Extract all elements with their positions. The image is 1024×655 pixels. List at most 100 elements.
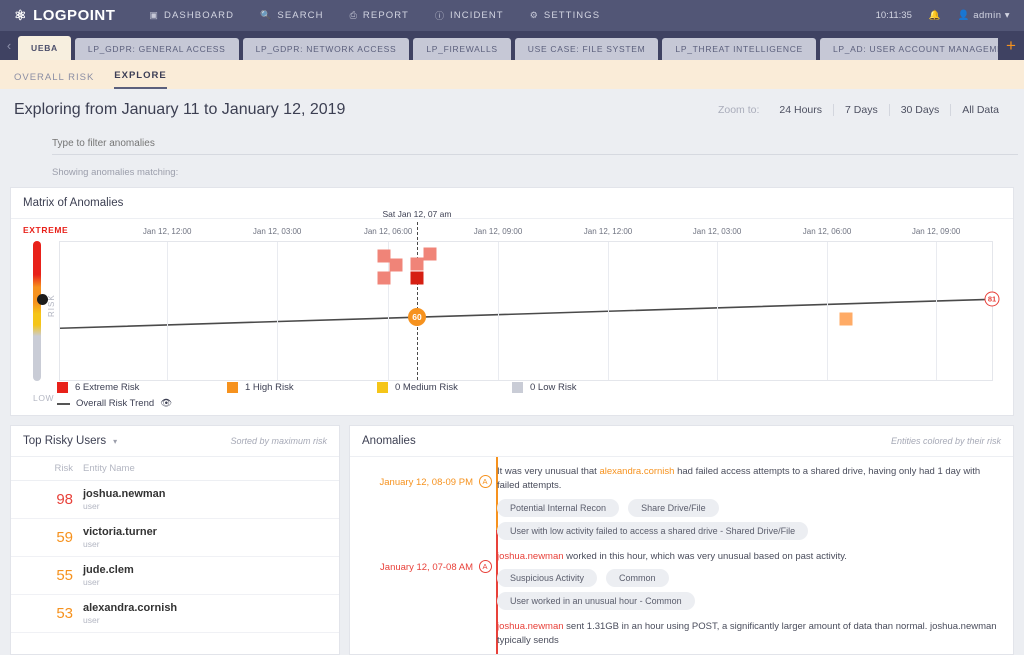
legend-medium-risk[interactable]: 0 Medium Risk xyxy=(377,382,512,393)
legend-swatch-extreme-icon xyxy=(57,382,68,393)
legend-label: 6 Extreme Risk xyxy=(75,382,140,393)
tab-lp-threat-intelligence[interactable]: LP_THREAT INTELLIGENCE xyxy=(662,38,816,60)
zoom-30-days[interactable]: 30 Days xyxy=(888,104,951,116)
table-row[interactable]: 98 joshua.newman user xyxy=(11,481,339,519)
table-row[interactable]: 53 alexandra.cornish user xyxy=(11,595,339,633)
anomaly-point-extreme[interactable] xyxy=(423,247,437,261)
overall-risk-trend-line xyxy=(60,242,992,380)
list-item[interactable]: January 12, 08-09 PM A It was very unusu… xyxy=(350,461,1013,546)
x-axis-tick-label: Jan 12, 09:00 xyxy=(911,227,961,236)
chart-gridline xyxy=(277,242,279,380)
user-risk-score: 98 xyxy=(56,491,73,508)
user-entity-name: jude.clem xyxy=(83,564,134,576)
anomaly-chip[interactable]: Share Drive/File xyxy=(628,498,719,517)
nav-item-report[interactable]: ⎙ REPORT xyxy=(350,10,409,21)
subtab-overall-risk[interactable]: OVERALL RISK xyxy=(14,72,95,83)
matrix-title: Matrix of Anomalies xyxy=(23,197,124,209)
chart-plot-area[interactable]: Jan 12, 12:00 Jan 12, 03:00 Jan 12, 06:00 J… xyxy=(59,209,1000,381)
users-table-header: Risk Entity Name xyxy=(11,457,339,481)
anomaly-chip[interactable]: Suspicious Activity xyxy=(497,568,598,587)
anomaly-point-high[interactable] xyxy=(839,312,853,326)
nav-item-settings[interactable]: ⚙ SETTINGS xyxy=(530,10,600,21)
subtab-explore[interactable]: EXPLORE xyxy=(114,70,167,89)
list-item[interactable]: joshua.newman sent 1.31GB in an hour usi… xyxy=(350,616,1013,655)
anomaly-description: joshua.newman worked in this hour, which… xyxy=(497,550,999,564)
zoom-all-data[interactable]: All Data xyxy=(950,104,1010,116)
matrix-card-header: Matrix of Anomalies xyxy=(11,188,1013,219)
zoom-7-days[interactable]: 7 Days xyxy=(833,104,889,116)
tab-use-case-file-system[interactable]: USE CASE: FILE SYSTEM xyxy=(514,38,659,60)
brand-name: LOGPOINT xyxy=(33,7,116,24)
user-entity-name: victoria.turner xyxy=(83,526,157,538)
x-axis-tick-label: Jan 12, 03:00 xyxy=(692,227,742,236)
sub-tab-bar: OVERALL RISK EXPLORE xyxy=(0,60,1024,89)
risk-axis-marker[interactable] xyxy=(37,294,48,305)
user-risk-score: 59 xyxy=(56,529,73,546)
legend-overall-risk-trend[interactable]: Overall Risk Trend 👁 xyxy=(57,398,1003,409)
anomaly-point-extreme[interactable] xyxy=(410,271,424,285)
anomaly-filter-input[interactable] xyxy=(52,138,1018,155)
anomaly-point-extreme[interactable] xyxy=(389,258,403,272)
end-risk-badge[interactable]: 81 xyxy=(984,291,1000,307)
anomaly-text-after: worked in this hour, which was very unus… xyxy=(563,550,847,562)
user-entity-type: user xyxy=(83,615,100,625)
bell-icon[interactable]: 🔔 xyxy=(928,10,941,21)
gear-icon: ⚙ xyxy=(529,10,539,20)
axis-label-extreme: EXTREME xyxy=(23,225,69,235)
anomaly-chip[interactable]: User worked in an unusual hour - Common xyxy=(497,591,695,610)
nav-label: DASHBOARD xyxy=(164,10,235,21)
chart-gridline xyxy=(498,242,500,380)
anomaly-chip[interactable]: Potential Internal Recon xyxy=(497,498,620,517)
top-risky-users-title[interactable]: Top Risky Users ▾ xyxy=(23,435,117,447)
anomaly-entity[interactable]: joshua.newman xyxy=(497,550,564,562)
add-tab-button[interactable]: + xyxy=(998,31,1024,60)
anomaly-point-extreme[interactable] xyxy=(410,257,424,271)
risk-gradient-axis xyxy=(33,241,41,381)
tab-lp-ad-user-account-management[interactable]: LP_AD: USER ACCOUNT MANAGEMENT xyxy=(819,38,998,60)
zoom-to-control: Zoom to: 24 Hours 7 Days 30 Days All Dat… xyxy=(718,104,1010,116)
tab-lp-firewalls[interactable]: LP_FIREWALLS xyxy=(413,38,511,60)
anomaly-chip[interactable]: User with low activity failed to access … xyxy=(497,521,809,540)
user-menu[interactable]: 👤 admin ▾ xyxy=(958,10,1010,21)
avatar-icon: 👤 xyxy=(957,10,971,21)
tab-ueba[interactable]: UEBA xyxy=(18,36,71,60)
eye-icon[interactable]: 👁 xyxy=(160,398,173,409)
anomaly-badge-icon: A xyxy=(478,559,492,573)
incident-icon: ⓘ xyxy=(434,11,446,21)
chevron-down-icon[interactable]: ▾ xyxy=(113,436,118,446)
x-axis-tick-label: Jan 12, 06:00 xyxy=(802,227,852,236)
anomaly-entity[interactable]: joshua.newman xyxy=(497,620,564,632)
legend-low-risk[interactable]: 0 Low Risk xyxy=(512,382,576,393)
legend-extreme-risk[interactable]: 6 Extreme Risk xyxy=(57,382,227,393)
column-header-entity-name: Entity Name xyxy=(83,463,135,474)
table-row[interactable]: 55 jude.clem user xyxy=(11,557,339,595)
search-icon: 🔍 xyxy=(260,10,273,20)
brand-logo[interactable]: ⚛ LOGPOINT xyxy=(14,7,115,24)
tab-lp-gdpr-general-access[interactable]: LP_GDPR: GENERAL ACCESS xyxy=(74,38,239,60)
anomaly-description: joshua.newman sent 1.31GB in an hour usi… xyxy=(497,620,999,649)
current-risk-badge[interactable]: 60 xyxy=(407,308,426,327)
table-row[interactable]: 59 victoria.turner user xyxy=(11,519,339,557)
legend-high-risk[interactable]: 1 High Risk xyxy=(227,382,377,393)
legend-swatch-high-icon xyxy=(227,382,238,393)
anomaly-entity[interactable]: alexandra.cornish xyxy=(599,466,675,477)
anomalies-panel: Anomalies Entities colored by their risk… xyxy=(349,425,1014,655)
top-navigation-bar: ⚛ LOGPOINT ▣ DASHBOARD 🔍 SEARCH ⎙ REPORT… xyxy=(0,0,1024,31)
anomaly-point-extreme[interactable] xyxy=(377,271,391,285)
cursor-line[interactable] xyxy=(416,222,418,380)
tab-lp-gdpr-network-access[interactable]: LP_GDPR: NETWORK ACCESS xyxy=(242,38,410,60)
cursor-time-label: Sat Jan 12, 07 am xyxy=(382,209,452,219)
showing-anomalies-matching-label: Showing anomalies matching: xyxy=(52,167,179,178)
anomaly-point-extreme[interactable] xyxy=(377,249,391,263)
nav-item-search[interactable]: 🔍 SEARCH xyxy=(260,10,324,21)
user-risk-score: 53 xyxy=(56,605,73,622)
zoom-24-hours[interactable]: 24 Hours xyxy=(779,104,823,116)
tabs-scroll-left-icon[interactable]: ‹ xyxy=(6,38,12,53)
nav-item-incident[interactable]: ⓘ INCIDENT xyxy=(435,9,504,22)
matrix-chart[interactable]: EXTREME LOW RISK Jan 12, 12:00 Jan 12, 03… xyxy=(11,209,1013,415)
list-item[interactable]: January 12, 07-08 AM A joshua.newman wor… xyxy=(350,546,1013,616)
user-risk-score: 55 xyxy=(56,567,73,584)
axis-label-low: LOW xyxy=(33,393,55,403)
nav-item-dashboard[interactable]: ▣ DASHBOARD xyxy=(149,10,234,21)
anomaly-chip[interactable]: Common xyxy=(606,568,669,587)
